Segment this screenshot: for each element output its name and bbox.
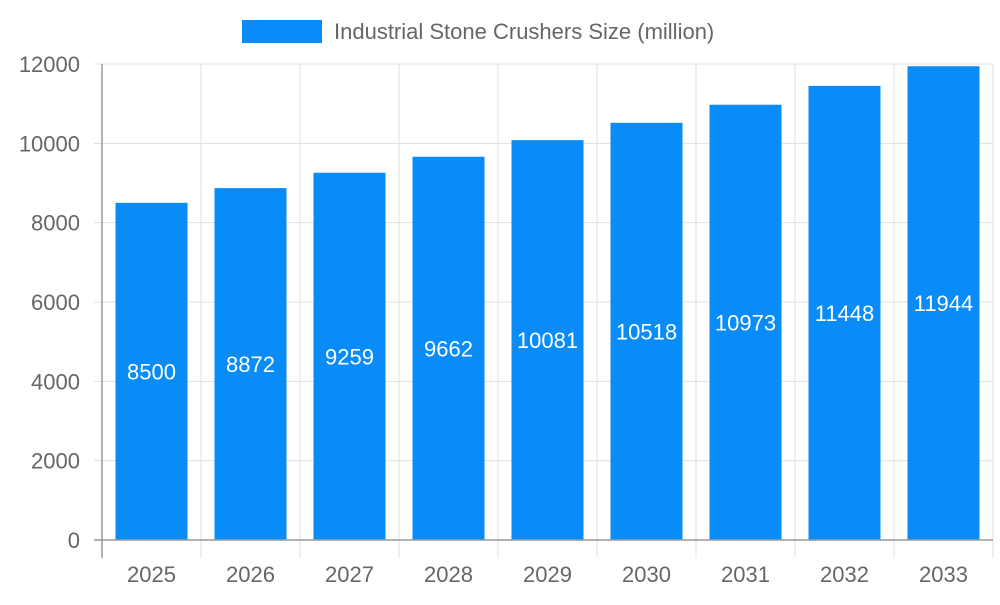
bar-2031 [709, 104, 782, 540]
x-tick-label: 2027 [325, 562, 374, 587]
x-tick-label: 2026 [226, 562, 275, 587]
x-tick-label: 2029 [523, 562, 572, 587]
axes: 0 2000 4000 6000 8000 10000 12000 2025 2026 2027 2… [19, 52, 993, 587]
x-tick-label: 2028 [424, 562, 473, 587]
legend-label: Industrial Stone Crushers Size (million) [334, 19, 714, 44]
bar-2030 [610, 122, 683, 540]
data-label: 8500 [127, 359, 176, 384]
y-tick-label: 0 [68, 528, 80, 553]
bar-2027 [313, 172, 386, 541]
legend[interactable]: Industrial Stone Crushers Size (million) [242, 19, 714, 44]
y-tick-label: 12000 [19, 52, 80, 77]
x-tick-label: 2032 [820, 562, 869, 587]
bar-2028 [412, 156, 485, 540]
data-label: 10081 [517, 328, 578, 353]
data-label: 11448 [815, 301, 875, 326]
x-tick-label: 2031 [721, 562, 770, 587]
bar-2025 [115, 202, 188, 541]
data-label: 9259 [325, 344, 374, 369]
data-label: 9662 [424, 336, 473, 361]
data-label: 11944 [914, 291, 974, 316]
legend-swatch [242, 20, 322, 43]
y-tick-label: 10000 [19, 131, 80, 156]
bar-2029 [511, 140, 584, 540]
bar-2033 [907, 66, 980, 540]
data-label: 10518 [616, 319, 677, 344]
x-tick-label: 2033 [919, 562, 968, 587]
y-tick-label: 8000 [31, 211, 80, 236]
x-tick-label: 2030 [622, 562, 671, 587]
y-tick-label: 2000 [31, 449, 80, 474]
data-label: 10973 [715, 310, 776, 335]
y-tick-label: 4000 [31, 369, 80, 394]
bar-2026 [214, 188, 287, 540]
data-label: 8872 [226, 352, 275, 377]
y-tick-label: 6000 [31, 290, 80, 315]
x-tick-label: 2025 [127, 562, 176, 587]
bar-2032 [808, 85, 881, 541]
bars: 8500 8872 9259 9662 10081 10518 10973 11448 1194… [115, 66, 980, 541]
